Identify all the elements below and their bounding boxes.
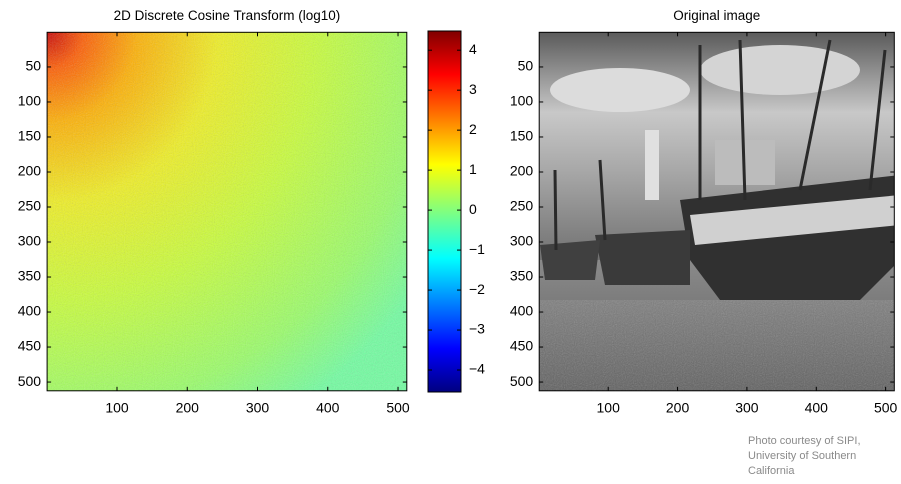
x-tick-label: 100 [597, 400, 621, 416]
footnote: Photo courtesy of SIPI, [748, 435, 861, 447]
y-tick-label: 150 [510, 128, 534, 144]
y-tick-label: 500 [510, 373, 534, 389]
colorbar-tick-label: 1 [469, 161, 477, 177]
y-tick-label: 200 [510, 163, 534, 179]
x-tick-label: 400 [805, 400, 829, 416]
y-tick-label: 250 [510, 198, 534, 214]
x-tick-label: 100 [105, 400, 129, 416]
x-tick-label: 200 [666, 400, 690, 416]
colorbar-tick-label: 2 [469, 121, 477, 137]
colorbar-tick-label: −1 [469, 241, 485, 257]
x-tick-label: 400 [316, 400, 340, 416]
dct-image [47, 32, 407, 391]
y-tick-label: 350 [18, 268, 42, 284]
y-tick-label: 200 [18, 163, 42, 179]
x-tick-label: 300 [735, 400, 759, 416]
colorbar-tick-label: 0 [469, 201, 477, 217]
y-tick-label: 100 [18, 93, 42, 109]
x-tick-label: 500 [874, 400, 898, 416]
colorbar-tick-label: −2 [469, 281, 485, 297]
colorbar-frame [427, 30, 462, 393]
colorbar-tick-label: −4 [469, 361, 485, 377]
x-tick-label: 300 [246, 400, 270, 416]
y-tick-label: 450 [510, 338, 534, 354]
photo [539, 32, 895, 391]
axes-title: Original image [673, 8, 760, 23]
y-tick-label: 400 [18, 303, 42, 319]
axes-frame [538, 31, 895, 392]
y-tick-label: 150 [18, 128, 42, 144]
x-tick-label: 200 [176, 400, 200, 416]
y-tick-label: 300 [18, 233, 42, 249]
y-tick-label: 450 [18, 338, 42, 354]
colorbar-tick-label: 3 [469, 81, 477, 97]
y-tick-label: 300 [510, 233, 534, 249]
y-tick-label: 50 [518, 58, 534, 74]
axes-title: 2D Discrete Cosine Transform (log10) [114, 8, 341, 23]
footnote: University of Southern [748, 450, 856, 462]
y-tick-label: 500 [18, 373, 42, 389]
x-tick-label: 500 [386, 400, 410, 416]
colorbar [428, 31, 461, 392]
colorbar-tick-label: −3 [469, 321, 485, 337]
axes-frame [46, 31, 408, 392]
y-tick-label: 400 [510, 303, 534, 319]
footnote: California [748, 465, 795, 477]
y-tick-label: 350 [510, 268, 534, 284]
y-tick-label: 250 [18, 198, 42, 214]
y-tick-label: 100 [510, 93, 534, 109]
y-tick-label: 50 [26, 58, 42, 74]
colorbar-tick-label: 4 [469, 41, 477, 57]
